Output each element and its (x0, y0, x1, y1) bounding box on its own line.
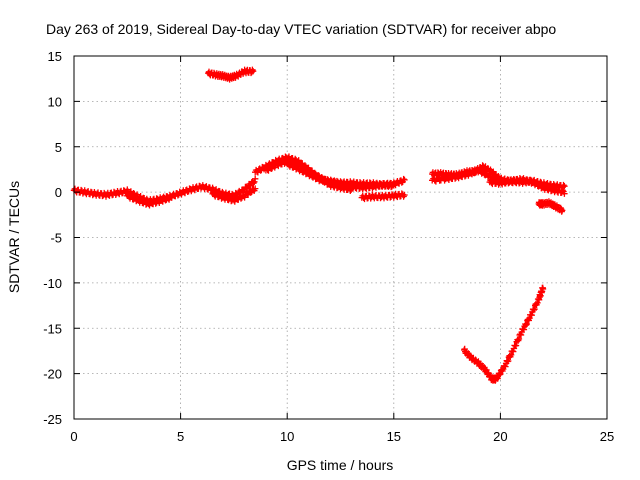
data-point-markers (358, 190, 408, 203)
series-arc-2 (124, 191, 174, 209)
axis-ticks: 0 5 10 15 20 25 15 10 5 0 -5 -10 -15 -20 -25 (43, 49, 614, 444)
data-point-markers (429, 166, 504, 185)
data-point-markers (461, 284, 547, 384)
series-arc-4 (205, 66, 257, 83)
y-tick-label: -5 (50, 231, 62, 246)
data-point-markers (205, 66, 257, 83)
y-tick-label: -25 (43, 412, 62, 427)
series-arc-11 (486, 175, 568, 197)
series-arc-12 (535, 198, 566, 215)
y-tick-label: -20 (43, 367, 62, 382)
data-point-markers (284, 159, 397, 191)
x-tick-label: 25 (600, 429, 614, 444)
x-tick-label: 0 (70, 429, 77, 444)
x-tick-label: 5 (177, 429, 184, 444)
data-point-markers (535, 198, 566, 215)
y-tick-label: -10 (43, 276, 62, 291)
chart-title: Day 263 of 2019, Sidereal Day-to-day VTE… (46, 21, 556, 37)
data-point-markers (486, 175, 568, 197)
x-tick-label: 15 (387, 429, 401, 444)
series-arc-13 (461, 284, 547, 384)
series-arc-3 (209, 185, 259, 205)
series-arc-10 (429, 166, 504, 185)
series-arc-7 (284, 159, 397, 191)
y-tick-label: -15 (43, 321, 62, 336)
y-tick-label: 5 (55, 140, 62, 155)
x-axis-title: GPS time / hours (287, 457, 394, 473)
y-tick-label: 10 (48, 94, 62, 109)
y-axis-title: SDTVAR / TECUs (6, 181, 22, 293)
series-arc-8 (358, 190, 408, 203)
data-point-markers (209, 185, 259, 205)
y-tick-label: 0 (55, 185, 62, 200)
x-tick-label: 10 (280, 429, 294, 444)
data-point-markers (124, 191, 174, 209)
x-tick-label: 20 (493, 429, 507, 444)
y-tick-label: 15 (48, 49, 62, 64)
